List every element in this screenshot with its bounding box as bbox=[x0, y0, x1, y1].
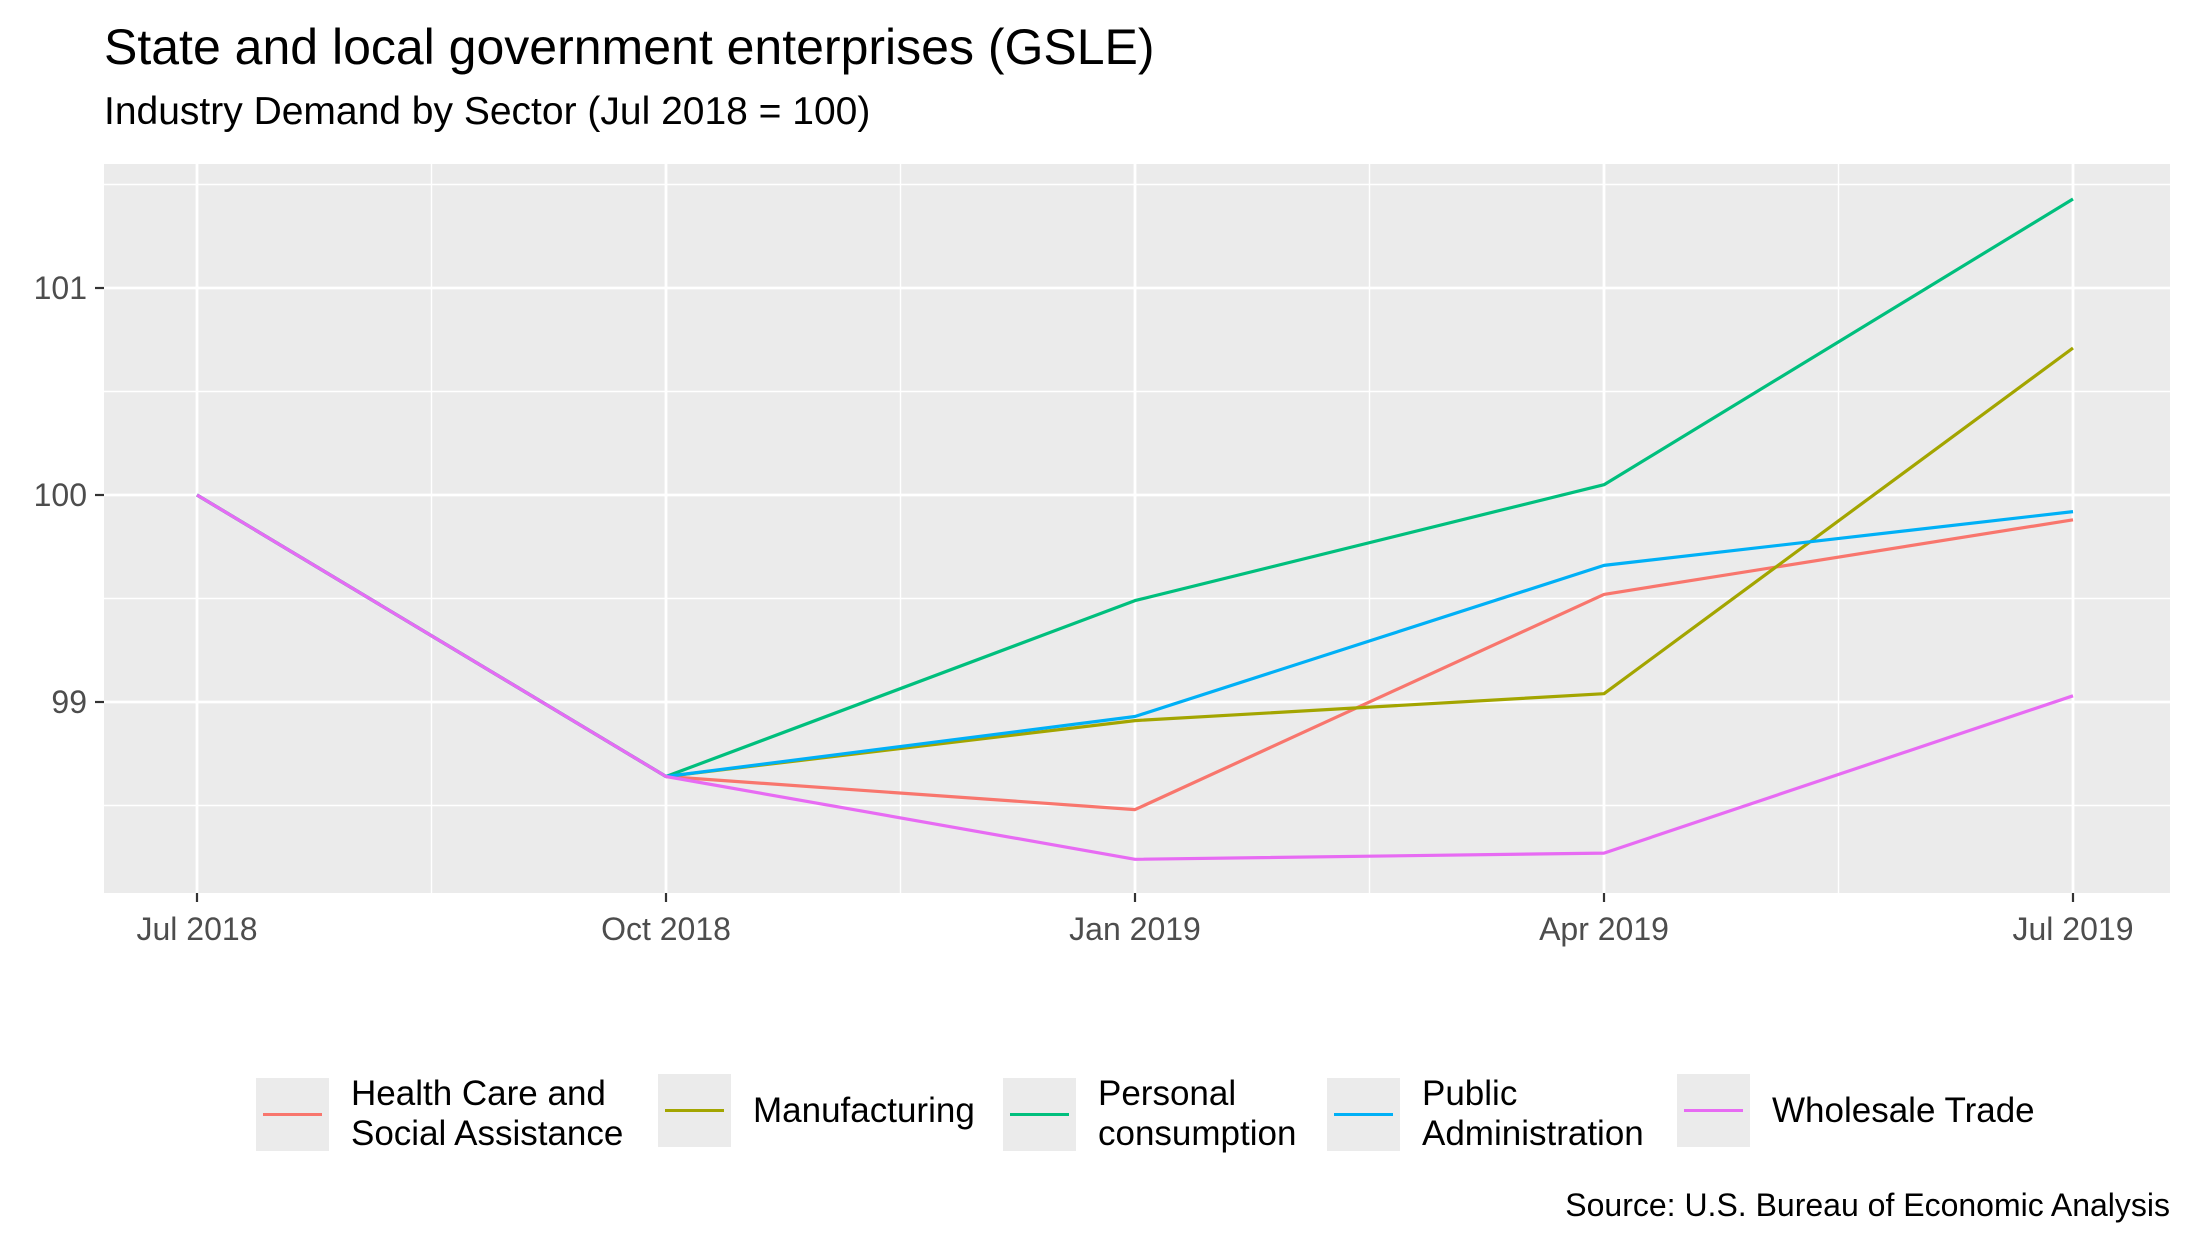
legend-item-public-administration: Public Administration bbox=[1327, 1074, 1644, 1154]
legend-swatch bbox=[1684, 1109, 1743, 1112]
source-caption: Source: U.S. Bureau of Economic Analysis bbox=[1565, 1187, 2170, 1223]
line-chart: 99 100 101 Jul 2018 Oct 2018 Jan 2019 Apr 201… bbox=[34, 164, 2170, 947]
minor-gridlines bbox=[104, 164, 2170, 893]
plot-panel bbox=[104, 164, 2170, 893]
legend-key bbox=[256, 1077, 329, 1151]
legend-label: Manufacturing bbox=[753, 1090, 975, 1130]
legend-swatch bbox=[1334, 1112, 1393, 1116]
x-tick-label: Jul 2019 bbox=[2013, 911, 2134, 947]
x-tick-label: Apr 2019 bbox=[1539, 911, 1669, 947]
legend-swatch bbox=[1010, 1112, 1069, 1116]
y-tick-label: 100 bbox=[34, 477, 87, 513]
legend-item-personal-consumption: Personal consumption bbox=[1003, 1074, 1296, 1154]
x-axis: Jul 2018 Oct 2018 Jan 2019 Apr 2019 Jul 2019 bbox=[137, 893, 2134, 947]
legend-key bbox=[1677, 1074, 1750, 1147]
legend-label: Public Administration bbox=[1422, 1074, 1644, 1153]
series-line-wholesale-trade bbox=[196, 493, 2074, 861]
x-tick-label: Oct 2018 bbox=[601, 911, 731, 947]
legend-label: Wholesale Trade bbox=[1772, 1090, 2035, 1130]
legend-key bbox=[1327, 1077, 1400, 1151]
legend-key bbox=[658, 1074, 731, 1147]
major-gridlines bbox=[104, 164, 2170, 893]
legend-label: Health Care and Social Assistance bbox=[351, 1074, 624, 1153]
chart-subtitle: Industry Demand by Sector (Jul 2018 = 10… bbox=[104, 90, 871, 133]
legend-item-manufacturing: Manufacturing bbox=[658, 1074, 975, 1147]
x-tick-label: Jan 2019 bbox=[1069, 911, 1201, 947]
legend-swatch bbox=[665, 1109, 724, 1112]
y-tick-label: 101 bbox=[34, 270, 87, 306]
legend-item-wholesale-trade: Wholesale Trade bbox=[1677, 1074, 2035, 1147]
legend-key bbox=[1003, 1077, 1076, 1151]
series-lines bbox=[196, 197, 2074, 861]
y-axis: 99 100 101 bbox=[34, 270, 104, 720]
x-tick-label: Jul 2018 bbox=[137, 911, 258, 947]
legend-label: Personal consumption bbox=[1098, 1074, 1297, 1153]
y-tick-label: 99 bbox=[51, 684, 87, 720]
legend: Health Care and Social Assistance Manufac… bbox=[0, 1074, 2187, 1174]
chart-title: State and local government enterprises (… bbox=[104, 19, 1155, 75]
legend-swatch bbox=[263, 1112, 322, 1116]
legend-item-health-care-and-social-assistance: Health Care and Social Assistance bbox=[256, 1074, 623, 1154]
